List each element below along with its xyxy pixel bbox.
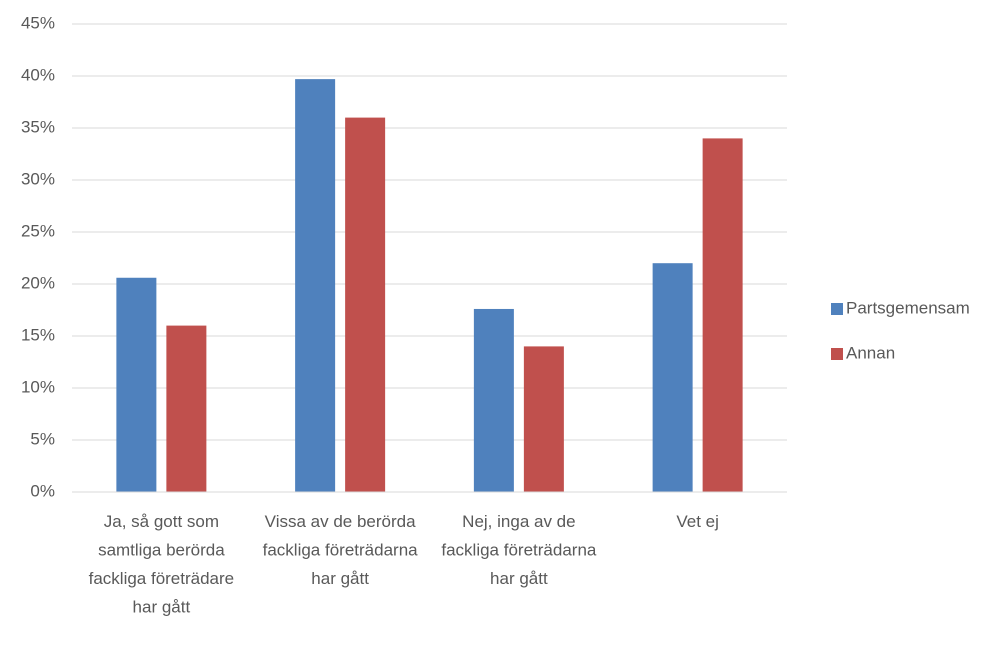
bar	[166, 325, 207, 492]
bar	[295, 79, 336, 493]
legend-label: Annan	[846, 343, 895, 362]
legend-swatch	[831, 303, 843, 315]
y-tick-label: 5%	[30, 429, 55, 448]
x-tick-label: Ja, så gott som samtliga berörda fackliga …	[89, 512, 235, 617]
legend-label: Partsgemensam	[846, 298, 970, 317]
y-tick-label: 0%	[30, 481, 55, 500]
y-tick-label: 20%	[21, 273, 55, 292]
y-tick-label: 15%	[21, 325, 55, 344]
y-tick-label: 30%	[21, 169, 55, 188]
bar	[116, 277, 157, 492]
x-tick-label: Vet ej	[676, 512, 719, 531]
legend-swatch	[831, 348, 843, 360]
y-tick-label: 10%	[21, 377, 55, 396]
x-tick-label: Vissa av de berörda fackliga företrädarna…	[263, 512, 419, 588]
x-tick-label: Nej, inga av de fackliga företrädarna har …	[441, 512, 597, 588]
bar	[345, 117, 386, 492]
y-tick-label: 40%	[21, 65, 55, 84]
y-tick-label: 25%	[21, 221, 55, 240]
bar	[473, 308, 514, 492]
bar	[702, 138, 743, 492]
y-tick-label: 45%	[21, 13, 55, 32]
bar	[652, 263, 693, 492]
y-tick-label: 35%	[21, 117, 55, 136]
bar	[523, 346, 564, 492]
